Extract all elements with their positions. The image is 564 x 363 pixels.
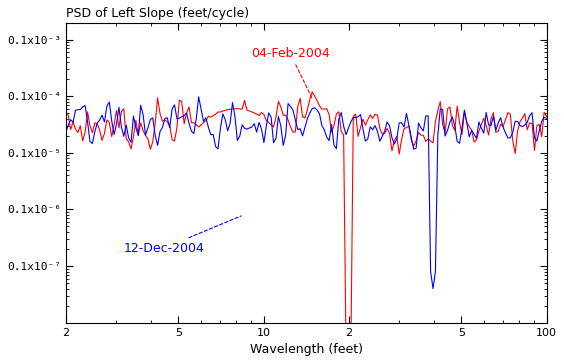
Text: 04-Feb-2004: 04-Feb-2004 xyxy=(250,46,329,98)
X-axis label: Wavelength (feet): Wavelength (feet) xyxy=(250,343,363,356)
Text: 12-Dec-2004: 12-Dec-2004 xyxy=(124,216,241,254)
Text: PSD of Left Slope (feet/cycle): PSD of Left Slope (feet/cycle) xyxy=(66,7,249,20)
